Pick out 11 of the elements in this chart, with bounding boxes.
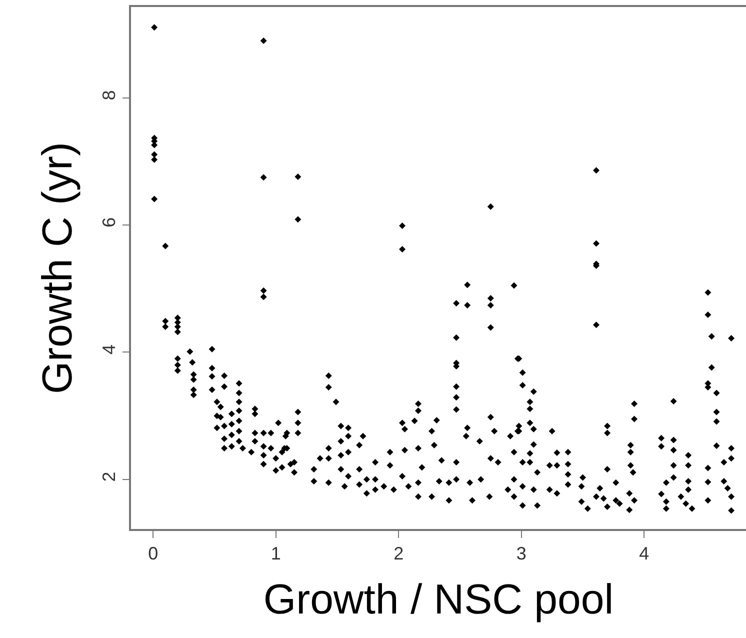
x-tick-label: 1 bbox=[270, 543, 281, 564]
y-axis-title: Growth C (yr) bbox=[33, 142, 80, 394]
x-tick-label: 4 bbox=[639, 543, 650, 564]
y-tick-label: 8 bbox=[99, 90, 120, 100]
y-tick-label: 2 bbox=[99, 472, 120, 482]
x-tick-label: 0 bbox=[148, 543, 158, 564]
x-tick-label: 2 bbox=[394, 543, 404, 564]
x-axis-title: Growth / NSC pool bbox=[263, 576, 614, 623]
y-tick-label: 6 bbox=[99, 217, 120, 228]
x-tick-label: 3 bbox=[516, 543, 526, 564]
y-tick-label: 4 bbox=[99, 344, 120, 355]
